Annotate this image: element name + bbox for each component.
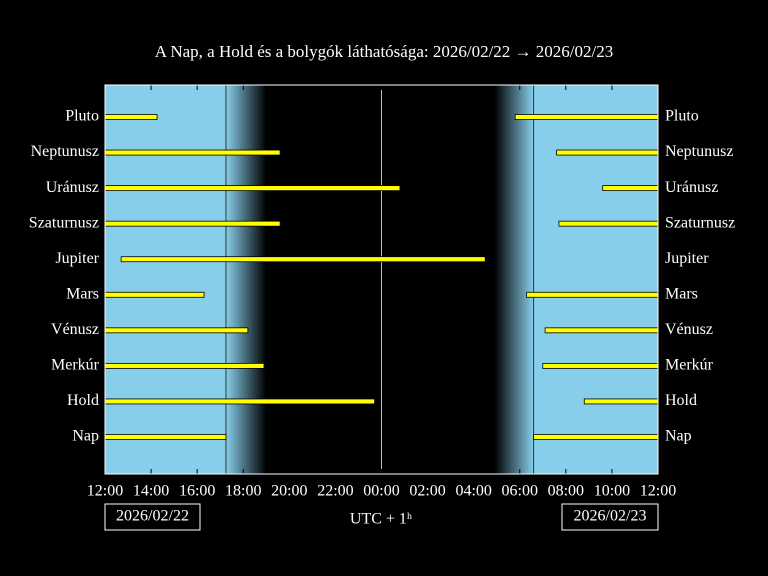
row-label: Pluto <box>665 108 699 125</box>
visibility-bar <box>556 149 659 156</box>
x-axis-label: UTC + 1ʰ <box>350 511 412 528</box>
visibility-bar <box>514 114 659 120</box>
visibility-bar <box>104 362 265 369</box>
row-label: Merkúr <box>51 357 100 374</box>
row-label: Uránusz <box>665 179 718 196</box>
visibility-bar <box>104 185 401 192</box>
visibility-bar <box>602 185 659 192</box>
x-tick-label: 12:00 <box>87 483 123 500</box>
start-date: 2026/02/22 <box>116 508 189 525</box>
x-tick-label: 10:00 <box>594 483 630 500</box>
date-box <box>561 503 659 531</box>
x-tick-label: 22:00 <box>317 483 353 500</box>
row-label: Neptunusz <box>665 143 733 160</box>
visibility-bar <box>104 220 281 227</box>
x-tick-label: 08:00 <box>548 483 584 500</box>
row-label: Neptunusz <box>31 143 99 160</box>
visibility-bar <box>104 114 158 120</box>
visibility-bar <box>583 398 659 405</box>
plot-area <box>104 84 659 475</box>
visibility-bar <box>104 327 249 334</box>
frame <box>104 84 659 475</box>
visibility-bar <box>526 291 659 298</box>
row-label: Szaturnusz <box>665 214 735 231</box>
row-label: Merkúr <box>665 357 714 374</box>
end-date: 2026/02/23 <box>574 508 647 525</box>
x-tick-label: 12:00 <box>640 483 676 500</box>
visibility-bar <box>558 220 659 227</box>
row-label: Szaturnusz <box>29 214 99 231</box>
x-tick-label: 14:00 <box>133 483 169 500</box>
date-box <box>104 503 201 531</box>
visibility-bar <box>542 362 659 369</box>
row-label: Hold <box>665 392 697 409</box>
day <box>105 85 226 474</box>
row-label: Pluto <box>65 108 99 125</box>
visibility-bar <box>120 256 486 263</box>
x-tick-label: 04:00 <box>455 483 491 500</box>
x-tick-label: 00:00 <box>363 483 399 500</box>
row-label: Mars <box>66 285 99 302</box>
x-tick-label: 16:00 <box>179 483 215 500</box>
visibility-bar <box>104 434 227 440</box>
row-label: Hold <box>67 392 99 409</box>
row-label: Nap <box>665 428 692 445</box>
dawn <box>494 85 534 474</box>
x-tick-label: 18:00 <box>225 483 261 500</box>
chart-title: A Nap, a Hold és a bolygók láthatósága: … <box>155 42 613 61</box>
x-tick-label: 02:00 <box>409 483 445 500</box>
row-label: Vénusz <box>51 321 99 338</box>
dusk <box>225 85 267 474</box>
row-label: Uránusz <box>46 179 99 196</box>
visibility-bar <box>104 398 375 405</box>
visibility-bar <box>533 434 659 440</box>
row-label: Jupiter <box>665 250 709 267</box>
row-label: Nap <box>72 428 99 445</box>
x-tick-label: 06:00 <box>502 483 538 500</box>
row-label: Vénusz <box>665 321 713 338</box>
visibility-bar <box>104 291 205 298</box>
day <box>533 85 658 474</box>
row-label: Mars <box>665 285 698 302</box>
row-label: Jupiter <box>55 250 99 267</box>
x-tick-label: 20:00 <box>271 483 307 500</box>
visibility-bar <box>544 327 659 334</box>
visibility-bar <box>104 149 281 156</box>
